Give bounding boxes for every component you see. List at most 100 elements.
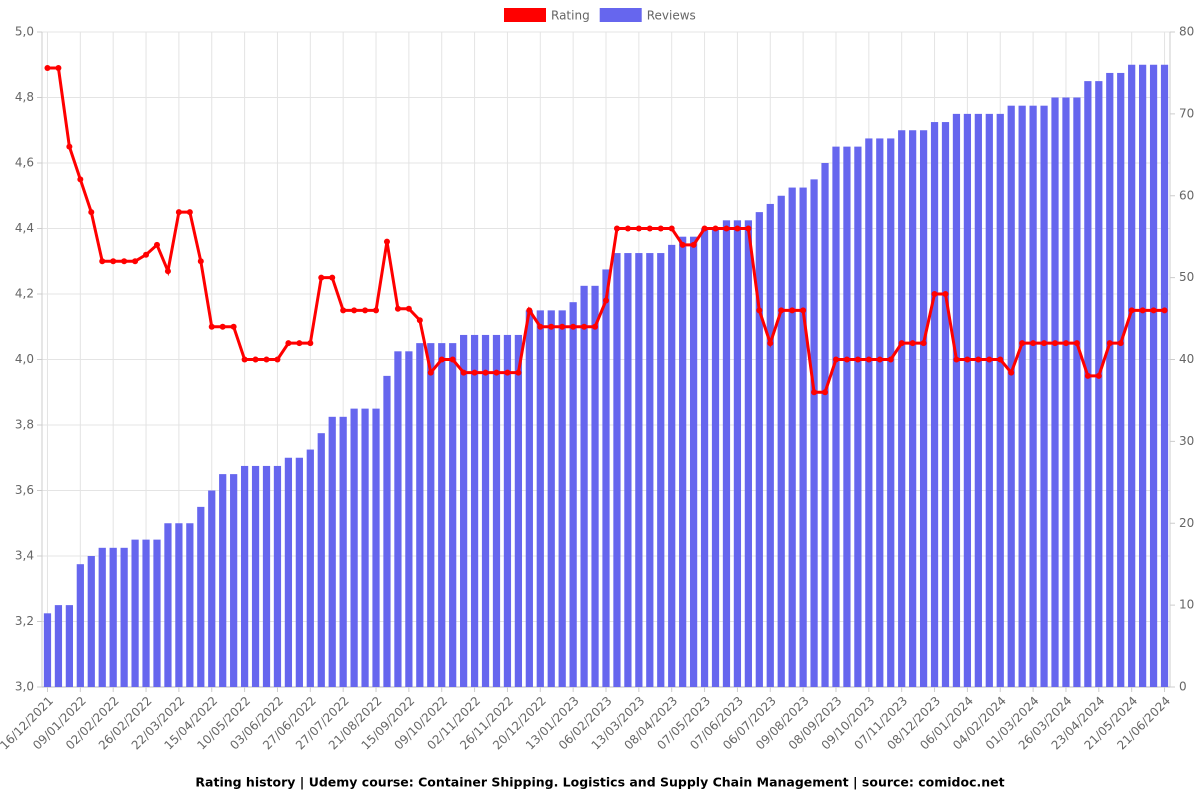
point	[88, 209, 95, 216]
bar	[328, 416, 336, 687]
point	[822, 389, 829, 396]
point	[537, 323, 544, 330]
point	[296, 340, 303, 347]
bar	[416, 343, 424, 687]
bar	[109, 547, 117, 687]
bar	[1073, 97, 1081, 687]
y-tick-label: 4,4	[15, 221, 34, 235]
bar	[1007, 105, 1015, 687]
bar	[164, 523, 172, 687]
bar	[919, 130, 928, 687]
y2-tick-label: 10	[1179, 598, 1194, 612]
bar	[788, 187, 796, 687]
point	[581, 323, 588, 330]
point	[832, 356, 839, 363]
point	[263, 356, 270, 363]
bar	[503, 334, 512, 687]
bar	[941, 122, 950, 687]
bar	[602, 269, 610, 687]
y2-tick-label: 0	[1179, 680, 1187, 694]
bar	[383, 375, 391, 687]
point	[77, 176, 84, 183]
bar	[580, 285, 588, 687]
point	[690, 241, 697, 248]
bar	[799, 187, 807, 687]
bar	[558, 310, 566, 687]
point	[460, 369, 467, 376]
point	[164, 268, 171, 275]
bar	[700, 228, 709, 687]
bar	[876, 138, 884, 687]
point	[1084, 372, 1091, 379]
point	[99, 258, 106, 265]
point	[1161, 307, 1168, 314]
point	[701, 225, 708, 232]
bar	[854, 146, 862, 687]
bar	[514, 334, 523, 687]
legend-swatch[interactable]	[504, 8, 546, 22]
point	[942, 291, 949, 297]
bar	[481, 334, 490, 687]
point	[624, 225, 631, 232]
bar	[624, 253, 632, 687]
point	[679, 241, 686, 248]
bar	[175, 523, 183, 687]
bar	[1095, 81, 1103, 687]
point	[756, 307, 763, 314]
bar	[1106, 72, 1114, 687]
bar	[65, 605, 73, 687]
bar	[317, 433, 325, 687]
bar	[120, 547, 128, 687]
bar	[394, 351, 402, 687]
point	[427, 369, 434, 376]
point	[373, 307, 380, 314]
bar	[449, 343, 457, 687]
point	[1106, 340, 1113, 347]
legend-swatch[interactable]	[599, 8, 642, 22]
y2-tick-label: 80	[1179, 25, 1194, 39]
point	[197, 258, 204, 265]
bar	[646, 253, 654, 687]
bar	[821, 163, 829, 687]
bar	[525, 310, 533, 687]
y-tick-label: 5,0	[15, 25, 34, 39]
point	[1117, 340, 1124, 347]
point	[592, 323, 599, 330]
bar	[744, 220, 752, 687]
bar	[898, 130, 906, 687]
point	[723, 225, 730, 232]
legend-label[interactable]: Rating	[551, 9, 590, 23]
point	[44, 65, 51, 72]
point	[132, 258, 139, 265]
bar	[536, 310, 544, 687]
bar	[427, 343, 435, 687]
point	[603, 297, 609, 304]
bar	[186, 523, 194, 687]
y2-tick-label: 60	[1179, 188, 1194, 202]
bar	[54, 605, 63, 687]
point	[745, 225, 752, 232]
legend-label[interactable]: Reviews	[647, 9, 696, 23]
bar	[197, 506, 205, 687]
bar	[963, 113, 972, 687]
bar	[405, 351, 413, 687]
point	[175, 209, 182, 216]
point	[307, 340, 314, 347]
point	[811, 389, 818, 396]
bar	[547, 310, 555, 687]
bar	[153, 539, 161, 687]
point	[635, 225, 642, 232]
bar	[865, 138, 873, 687]
point	[285, 340, 292, 347]
point	[208, 323, 215, 330]
point	[1052, 340, 1059, 347]
point	[1128, 307, 1135, 314]
bar	[679, 236, 687, 687]
bar	[240, 465, 249, 687]
bar	[372, 408, 380, 687]
point	[1030, 340, 1037, 347]
bar	[1139, 64, 1147, 687]
point	[121, 258, 128, 265]
point	[143, 251, 150, 258]
